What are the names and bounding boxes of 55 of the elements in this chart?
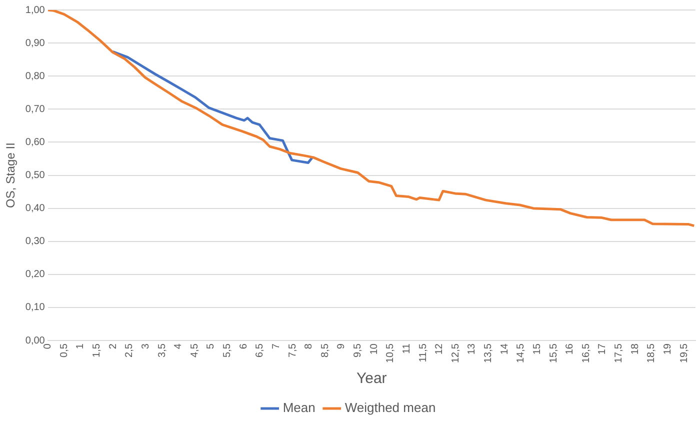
x-tick-label: 15 xyxy=(532,343,543,355)
x-tick-label: 10 xyxy=(368,343,380,355)
x-tick-label: 5 xyxy=(206,343,217,350)
x-tick-label: 1 xyxy=(75,343,86,350)
x-tick-label: 7,5 xyxy=(287,343,298,358)
x-tick-label: 15,5 xyxy=(548,343,560,364)
y-tick-label: 0,70 xyxy=(25,104,46,115)
y-tick-label: 0,10 xyxy=(25,302,46,314)
x-tick-label: 18,5 xyxy=(646,343,658,364)
x-tick-label: 8 xyxy=(304,343,315,350)
x-tick-label: 16,5 xyxy=(580,343,592,364)
x-tick-label: 17,5 xyxy=(614,343,625,364)
x-tick-label: 1,5 xyxy=(92,343,103,358)
x-tick-label: 4,5 xyxy=(189,343,200,358)
x-tick-label: 14 xyxy=(499,343,510,355)
y-tick-label: 0,90 xyxy=(25,38,46,49)
x-tick-label: 8,5 xyxy=(320,343,331,358)
x-tick-label: 3,5 xyxy=(156,343,168,358)
x-tick-label: 11 xyxy=(401,343,412,354)
x-tick-label: 19,5 xyxy=(678,343,690,364)
y-tick-label: 0,50 xyxy=(25,170,46,182)
x-tick-label: 10,5 xyxy=(385,343,396,364)
x-tick-label: 5,5 xyxy=(222,343,234,358)
x-tick-label: 11,5 xyxy=(418,343,429,362)
x-tick-label: 3 xyxy=(140,343,152,350)
x-tick-label: 16 xyxy=(564,343,576,355)
y-tick-label: 0,30 xyxy=(25,236,46,248)
x-tick-label: 4 xyxy=(173,343,184,350)
y-axis-title: OS, Stage II xyxy=(4,142,18,208)
x-tick-label: 9 xyxy=(336,343,348,350)
x-axis-title: Year xyxy=(356,370,387,388)
x-tick-label: 14,5 xyxy=(516,343,527,364)
x-tick-label: 6,5 xyxy=(254,343,266,358)
x-tick-label: 13 xyxy=(466,343,478,355)
x-tick-label: 18 xyxy=(630,343,641,355)
x-tick-label: 12 xyxy=(434,343,446,355)
x-tick-label: 6 xyxy=(238,343,250,350)
legend-label: Weigthed mean xyxy=(344,400,436,416)
x-tick-label: 12,5 xyxy=(450,343,462,364)
legend-label: Mean xyxy=(282,400,316,416)
y-tick-label: 0,60 xyxy=(25,136,46,148)
x-tick-label: 7 xyxy=(270,343,282,350)
x-tick-label: 2 xyxy=(108,343,119,350)
y-tick-label: 0,00 xyxy=(25,335,46,346)
x-tick-label: 9,5 xyxy=(352,343,364,358)
x-tick-label: 13,5 xyxy=(483,343,494,364)
x-tick-label: 0 xyxy=(42,343,54,350)
y-tick-label: 1,00 xyxy=(25,4,46,16)
y-tick-label: 0,80 xyxy=(25,70,46,82)
x-tick-label: 2,5 xyxy=(124,343,136,358)
y-tick-label: 0,40 xyxy=(25,203,46,214)
y-tick-label: 0,20 xyxy=(25,269,46,280)
x-tick-label: 17 xyxy=(597,343,608,355)
x-tick-label: 19 xyxy=(662,343,674,355)
x-tick-label: 0,5 xyxy=(58,343,70,358)
